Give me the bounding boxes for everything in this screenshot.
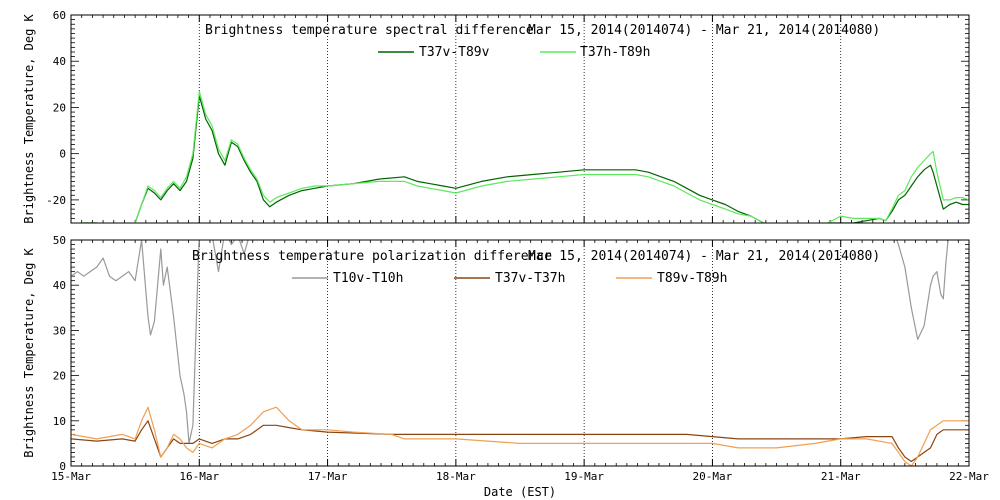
polarization-y-tick-label: 40 [53,279,66,292]
spectral-y-tick-label: 20 [53,101,66,114]
spectral-panel: -20 0 20 40 60 Brightness temperature spectr… [22,9,970,224]
polarization-y-ticks: 0 10 20 30 40 50 [53,234,969,473]
spectral-date-range: Mar 15, 2014(2014074) - Mar 21, 2014(201… [528,23,880,38]
x-tick-label-18-mar: 18-Mar [436,470,476,483]
polarization-series [71,240,969,466]
polarization-y-tick-label: 10 [53,415,66,428]
spectral-plot-frame [70,14,970,224]
polarization-date-range: Mar 15, 2014(2014074) - Mar 21, 2014(201… [528,249,880,264]
spectral-y-axis-label: Brightness Temperature, Deg K [22,13,36,223]
x-tick-label-21-mar: 21-Mar [821,470,861,483]
x-tick-label-20-mar: 20-Mar [693,470,733,483]
series-line-t89v-t89h [71,406,969,466]
spectral-grid [198,15,842,223]
legend-label-t37v-t89v: T37v-T89v [419,45,490,60]
legend-label-t37h-t89h: T37h-T89h [580,45,650,60]
polarization-y-tick-label: 30 [53,324,66,337]
spectral-title: Brightness temperature spectral differen… [205,23,534,38]
legend-label-t89v-t89h: T89v-T89h [657,271,727,286]
x-tick-label-17-mar: 17-Mar [308,470,348,483]
polarization-plot-frame [70,239,970,467]
legend-label-t10v-t10h: T10v-T10h [333,271,403,286]
spectral-y-tick-label: -20 [46,194,66,207]
x-tick-label-22-mar: 22-Mar [949,470,989,483]
x-tick-label-16-mar: 16-Mar [179,470,219,483]
polarization-panel: 0 10 20 30 40 50 15-Mar 16-Mar 17-Mar 18-Mar 19-M… [22,234,989,499]
spectral-series [82,90,969,223]
spectral-y-ticks: -20 0 20 40 60 [46,9,969,224]
series-line-t10v-t10h [71,240,949,444]
polarization-y-tick-label: 20 [53,370,66,383]
polarization-y-tick-label: 0 [59,460,66,473]
x-tick-label-19-mar: 19-Mar [564,470,604,483]
spectral-y-tick-label: 0 [59,148,66,161]
polarization-y-axis-label: Brightness Temperature, Deg K [22,247,36,457]
x-tick-label-15-mar: 15-Mar [51,470,91,483]
polarization-y-tick-label: 50 [53,234,66,247]
series-line-t37h-t89h [82,90,969,223]
spectral-y-tick-label: 60 [53,9,66,22]
spectral-y-tick-label: 40 [53,55,66,68]
series-line-t37v-t37h [71,420,969,463]
x-axis-label: Date (EST) [484,485,556,499]
polarization-title: Brightness temperature polarization diff… [192,249,552,264]
legend-label-t37v-t37h: T37v-T37h [495,271,565,286]
